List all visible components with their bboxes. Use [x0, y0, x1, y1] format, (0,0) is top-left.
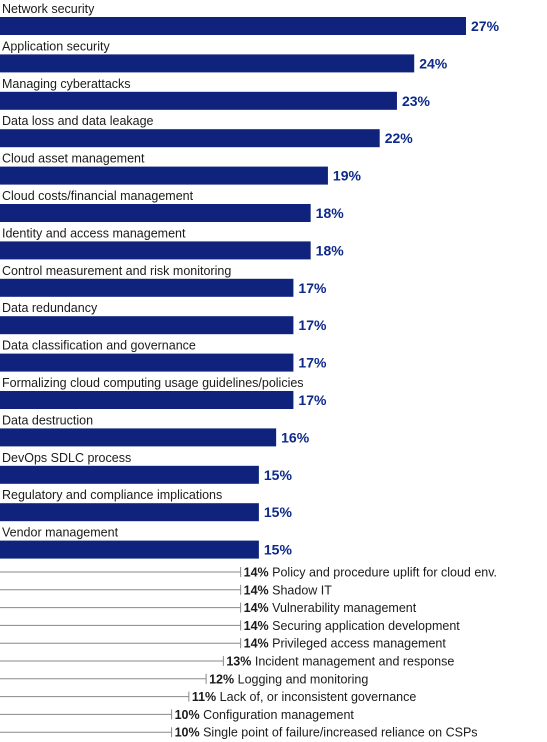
category-label-network-security: Network security	[2, 2, 95, 16]
bar-devops-sdlc-process	[0, 465, 259, 484]
value-label-regulatory-and-compliance-implications: 15%	[264, 504, 293, 520]
minor-value-single-point-of-failure-increased-reliance-on-csps: 10%	[175, 726, 200, 740]
value-label-identity-and-access-management: 18%	[316, 242, 345, 258]
minor-item-logging-and-monitoring: 12% Logging and monitoring	[209, 672, 368, 686]
value-label-formalizing-cloud-computing-usage-guidelines-policies: 17%	[298, 392, 327, 408]
minor-value-securing-application-development: 14%	[244, 619, 269, 633]
value-label-application-security: 24%	[419, 55, 448, 71]
bar-cloud-costs-financial-management	[0, 204, 311, 222]
minor-item-securing-application-development: 14% Securing application development	[244, 619, 461, 633]
category-label-identity-and-access-management: Identity and access management	[2, 226, 186, 240]
category-label-data-destruction: Data destruction	[2, 413, 93, 427]
minor-item-single-point-of-failure-increased-reliance-on-csps: 10% Single point of failure/increased re…	[175, 726, 478, 740]
minor-value-configuration-management: 10%	[175, 708, 200, 722]
minor-item-privileged-access-management: 14% Privileged access management	[244, 637, 447, 651]
bar-vendor-management	[0, 540, 259, 559]
bar-managing-cyberattacks	[0, 91, 397, 110]
bar-control-measurement-and-risk-monitoring	[0, 278, 294, 297]
minor-value-policy-and-procedure-uplift-for-cloud-env: 14%	[244, 566, 269, 580]
category-label-data-classification-and-governance: Data classification and governance	[2, 339, 196, 353]
minor-value-vulnerability-management: 14%	[244, 601, 269, 615]
value-label-control-measurement-and-risk-monitoring: 17%	[298, 280, 327, 296]
value-label-data-loss-and-data-leakage: 22%	[385, 130, 414, 146]
minor-item-vulnerability-management: 14% Vulnerability management	[244, 601, 417, 615]
bar-data-redundancy	[0, 316, 294, 335]
bar-formalizing-cloud-computing-usage-guidelines-policies	[0, 391, 294, 409]
minor-value-privileged-access-management: 14%	[244, 637, 269, 651]
minor-label-logging-and-monitoring: Logging and monitoring	[234, 672, 368, 686]
minor-label-policy-and-procedure-uplift-for-cloud-env: Policy and procedure uplift for cloud en…	[269, 566, 497, 580]
category-label-formalizing-cloud-computing-usage-guidelines-policies: Formalizing cloud computing usage guidel…	[2, 376, 304, 390]
bar-identity-and-access-management	[0, 241, 311, 260]
minor-label-privileged-access-management: Privileged access management	[269, 637, 447, 651]
category-label-devops-sdlc-process: DevOps SDLC process	[2, 451, 131, 465]
value-label-data-destruction: 16%	[281, 429, 310, 445]
category-label-control-measurement-and-risk-monitoring: Control measurement and risk monitoring	[2, 264, 231, 278]
minor-item-incident-management-and-response: 13% Incident management and response	[226, 655, 454, 669]
category-label-regulatory-and-compliance-implications: Regulatory and compliance implications	[2, 488, 222, 502]
value-label-network-security: 27%	[471, 18, 500, 34]
value-label-cloud-costs-financial-management: 18%	[316, 205, 345, 221]
minor-item-shadow-it: 14% Shadow IT	[244, 583, 333, 597]
category-label-data-loss-and-data-leakage: Data loss and data leakage	[2, 114, 154, 128]
minor-label-securing-application-development: Securing application development	[269, 619, 461, 633]
minor-item-configuration-management: 10% Configuration management	[175, 708, 355, 722]
minor-value-logging-and-monitoring: 12%	[209, 672, 234, 686]
value-label-cloud-asset-management: 19%	[333, 168, 362, 184]
bar-cloud-asset-management	[0, 166, 328, 185]
bar-data-destruction	[0, 428, 277, 447]
category-label-managing-cyberattacks: Managing cyberattacks	[2, 77, 131, 91]
bar-network-security	[0, 17, 466, 35]
category-label-vendor-management: Vendor management	[2, 526, 119, 540]
category-label-data-redundancy: Data redundancy	[2, 301, 98, 315]
bar-data-loss-and-data-leakage	[0, 129, 380, 148]
minor-label-incident-management-and-response: Incident management and response	[251, 655, 454, 669]
minor-item-lack-of-or-inconsistent-governance: 11% Lack of, or inconsistent governance	[192, 690, 417, 704]
category-label-cloud-asset-management: Cloud asset management	[2, 152, 145, 166]
value-label-data-classification-and-governance: 17%	[298, 355, 327, 371]
value-label-vendor-management: 15%	[264, 542, 293, 558]
minor-label-configuration-management: Configuration management	[200, 708, 355, 722]
category-label-application-security: Application security	[2, 39, 110, 53]
bar-application-security	[0, 54, 415, 73]
minor-value-incident-management-and-response: 13%	[226, 655, 251, 669]
value-label-data-redundancy: 17%	[298, 317, 327, 333]
minor-value-lack-of-or-inconsistent-governance: 11%	[192, 690, 216, 704]
bar-data-classification-and-governance	[0, 353, 294, 372]
category-label-cloud-costs-financial-management: Cloud costs/financial management	[2, 189, 194, 203]
minor-label-vulnerability-management: Vulnerability management	[269, 601, 417, 615]
minor-label-single-point-of-failure-increased-reliance-on-csps: Single point of failure/increased relian…	[200, 726, 478, 740]
bar-regulatory-and-compliance-implications	[0, 503, 259, 522]
minor-item-policy-and-procedure-uplift-for-cloud-env: 14% Policy and procedure uplift for clou…	[244, 566, 497, 580]
minor-label-shadow-it: Shadow IT	[269, 583, 333, 597]
minor-value-shadow-it: 14%	[244, 583, 269, 597]
minor-label-lack-of-or-inconsistent-governance: Lack of, or inconsistent governance	[216, 690, 416, 704]
value-label-devops-sdlc-process: 15%	[264, 467, 293, 483]
value-label-managing-cyberattacks: 23%	[402, 93, 431, 109]
